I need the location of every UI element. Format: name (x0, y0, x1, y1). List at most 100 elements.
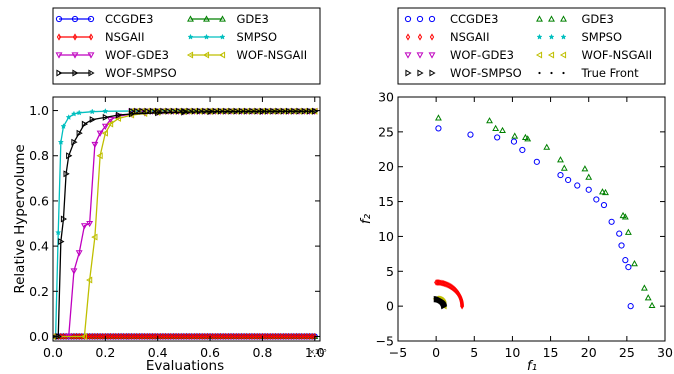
data-point-wof-smpso (134, 107, 141, 115)
right-x-tick-label: 20 (581, 345, 597, 360)
data-point-wof-smpso (181, 107, 188, 115)
left-y-tick-label: 0.0 (29, 329, 49, 344)
legend-marker-gde3 (219, 15, 226, 22)
data-point-wof-smpso (191, 107, 198, 115)
data-point-smpso (102, 107, 109, 114)
data-point-wof-gde3 (101, 123, 109, 130)
data-point-ccgde3 (585, 186, 592, 193)
left-y-tick-label: 0.4 (29, 239, 49, 254)
data-point-wof-smpso (66, 152, 73, 160)
left-legend-frame (52, 7, 321, 85)
data-point-wof-smpso (270, 107, 277, 115)
left-plot-frame (52, 96, 321, 342)
data-point-gde3 (644, 294, 652, 301)
legend-item-wof-nsgaii: WOF-NSGAII (535, 48, 653, 62)
data-point-ccgde3 (627, 303, 634, 310)
data-point-ccgde3 (519, 146, 526, 154)
legend-item-ccgde3: CCGDE3 (404, 12, 498, 26)
data-point-smpso (57, 138, 64, 145)
data-point-wof-smpso (176, 107, 183, 115)
data-point-wof-gde3 (96, 130, 104, 137)
data-point-wof-smpso (433, 295, 440, 303)
data-point-gde3 (581, 165, 589, 172)
legend-item-wof-nsgaii: WOF-NSGAII (186, 48, 308, 62)
legend-marker-smpso (536, 33, 543, 40)
legend-marker-ccgde3 (71, 15, 79, 23)
data-point-gde3 (585, 173, 593, 180)
data-point-ccgde3 (608, 218, 615, 225)
data-point-wof-gde3 (91, 141, 99, 149)
data-point-wof-smpso (58, 238, 65, 246)
right-y-tick-label: 30 (378, 90, 394, 105)
legend-label-wof-gde3: WOF-GDE3 (450, 48, 514, 62)
series-line-wof-smpso (53, 110, 315, 338)
legend-item-gde3: GDE3 (536, 12, 614, 26)
data-point-wof-smpso (249, 107, 256, 115)
left-plot-area (53, 107, 319, 341)
data-point-wof-smpso (259, 107, 267, 115)
legend-label-wof-nsgaii: WOF-NSGAII (582, 48, 653, 62)
data-point-wof-smpso (238, 107, 246, 115)
data-point-gde3 (499, 126, 506, 134)
legend-item-wof-gde3: WOF-GDE3 (404, 48, 514, 62)
left-x-tick-label: 0.0 (43, 345, 63, 360)
data-point-smpso (60, 123, 67, 129)
data-point-gde3 (486, 117, 493, 124)
legend-item-nsgaii: NSGAII (56, 30, 144, 44)
legend-marker-nsgaii (88, 33, 94, 41)
data-point-wof-smpso (265, 107, 272, 115)
data-point-wof-nsgaii (86, 276, 93, 284)
data-point-wof-gde3 (86, 220, 94, 228)
data-point-gde3 (602, 188, 609, 196)
legend-marker-true-front (550, 71, 553, 75)
data-point-wof-smpso (81, 120, 89, 128)
legend-marker-smpso (187, 33, 194, 40)
legend-label-gde3: GDE3 (582, 12, 614, 26)
left-x-multiplier: ×10⁵ (309, 348, 327, 356)
data-point-nsgaii (434, 279, 439, 286)
legend-marker-wof-nsgaii (559, 51, 567, 59)
legend-item-wof-smpso: WOF-SMPSO (56, 66, 177, 80)
data-point-wof-smpso (102, 113, 109, 121)
legend-marker-ccgde3 (416, 15, 424, 23)
legend-marker-true-front (538, 71, 541, 75)
data-point-wof-smpso (207, 107, 214, 115)
legend-label-wof-gde3: WOF-GDE3 (105, 48, 169, 62)
right-ticks: −5 0 5 10 15 20 25 30 −5 0 5 10 15 20 25 30 (376, 90, 673, 361)
right-y-tick-label: 20 (378, 159, 394, 174)
data-point-smpso (70, 110, 78, 117)
data-point-gde3 (648, 301, 656, 309)
data-point-wof-smpso (89, 116, 96, 124)
legend-marker-wof-smpso (56, 69, 63, 77)
legend-marker-ccgde3 (428, 15, 436, 23)
data-point-wof-smpso (76, 129, 83, 137)
legend-marker-smpso (560, 33, 567, 40)
right-legend: CCGDE3 GDE3 NSGAII SMPSO WOF-GDE3 WOF-NSGAII W… (397, 7, 666, 85)
data-point-gde3 (492, 124, 500, 131)
legend-item-ccgde3: CCGDE3 (55, 12, 153, 26)
data-point-wof-smpso (202, 107, 209, 115)
legend-label-nsgaii: NSGAII (450, 30, 489, 44)
data-point-wof-smpso (244, 107, 251, 115)
data-point-wof-nsgaii (80, 333, 87, 340)
legend-marker-ccgde3 (55, 15, 63, 23)
legend-item-true-front: True Front (538, 66, 639, 80)
left-x-tick-label: 0.8 (252, 345, 272, 360)
data-point-wof-smpso (223, 107, 230, 115)
legend-marker-smpso (203, 33, 210, 40)
data-point-gde3 (511, 132, 519, 139)
legend-marker-true-front (562, 71, 565, 75)
legend-marker-wof-smpso (405, 69, 412, 77)
legend-label-wof-nsgaii: WOF-NSGAII (237, 48, 308, 62)
data-point-wof-smpso (197, 107, 204, 115)
legend-label-nsgaii: NSGAII (105, 30, 144, 44)
data-point-ccgde3 (600, 201, 608, 209)
data-point-wof-smpso (170, 107, 178, 115)
data-point-smpso (55, 229, 62, 236)
data-point-wof-smpso (60, 215, 68, 223)
data-point-wof-smpso (160, 107, 167, 115)
left-x-tick-label: 0.2 (95, 345, 115, 360)
legend-marker-nsgaii (429, 33, 435, 41)
legend-marker-nsgaii (72, 33, 78, 41)
data-point-ccgde3 (618, 242, 625, 249)
